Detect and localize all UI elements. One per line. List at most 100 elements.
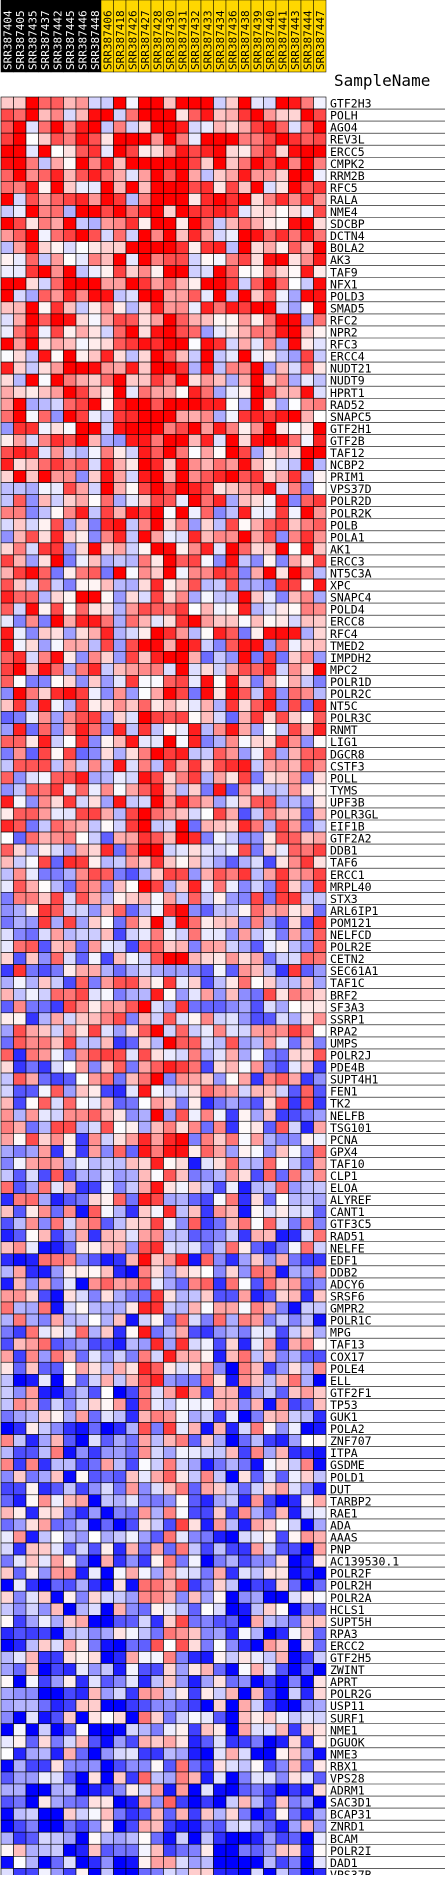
heatmap-cell bbox=[250, 1277, 264, 1291]
heatmap-cell bbox=[25, 409, 39, 423]
heatmap-cell bbox=[250, 1566, 264, 1580]
heatmap-cell bbox=[38, 1578, 52, 1592]
heatmap-cell bbox=[75, 675, 89, 688]
heatmap-cell bbox=[88, 1169, 102, 1182]
heatmap-cell bbox=[63, 120, 77, 134]
heatmap-cell bbox=[263, 1675, 277, 1688]
heatmap-cell bbox=[213, 1337, 227, 1351]
heatmap-cell bbox=[238, 1554, 252, 1568]
heatmap-cell bbox=[300, 602, 314, 616]
heatmap-cell bbox=[13, 928, 27, 941]
heatmap-cell bbox=[100, 1735, 114, 1749]
heatmap-cell bbox=[275, 783, 289, 797]
heatmap-cell bbox=[238, 988, 252, 1002]
heatmap-cell bbox=[63, 1795, 77, 1809]
heatmap-cell bbox=[275, 373, 289, 387]
heatmap-cell bbox=[238, 229, 252, 242]
heatmap-cell bbox=[250, 1084, 264, 1098]
heatmap-cell bbox=[238, 337, 252, 351]
heatmap-cell bbox=[50, 916, 64, 929]
heatmap-cell bbox=[100, 1229, 114, 1243]
heatmap-cell bbox=[213, 687, 227, 700]
heatmap-cell bbox=[63, 289, 77, 303]
heatmap-cell bbox=[250, 1133, 264, 1146]
heatmap-cell bbox=[213, 1470, 227, 1484]
heatmap-cell bbox=[13, 446, 27, 459]
heatmap-cell bbox=[100, 1301, 114, 1315]
heatmap-cell bbox=[163, 1566, 177, 1580]
heatmap-cell bbox=[263, 831, 277, 845]
heatmap-cell bbox=[25, 711, 39, 724]
heatmap-cell bbox=[200, 687, 214, 700]
heatmap-cell bbox=[275, 1277, 289, 1291]
heatmap-cell bbox=[138, 1530, 152, 1544]
heatmap-cell bbox=[13, 855, 27, 869]
heatmap-cell bbox=[13, 1506, 27, 1520]
heatmap-cell bbox=[0, 1831, 14, 1845]
heatmap-cell bbox=[300, 711, 314, 724]
heatmap-cell bbox=[250, 723, 264, 736]
heatmap-cell bbox=[138, 132, 152, 146]
heatmap-cell bbox=[175, 1084, 189, 1098]
heatmap-cell bbox=[288, 446, 302, 459]
heatmap-cell bbox=[138, 1759, 152, 1773]
heatmap-cell bbox=[188, 1856, 202, 1869]
heatmap-cell bbox=[300, 120, 314, 134]
heatmap-cell bbox=[288, 108, 302, 122]
heatmap-cell bbox=[25, 205, 39, 218]
heatmap-cell bbox=[63, 193, 77, 206]
heatmap-cell bbox=[50, 1289, 64, 1303]
heatmap-cell bbox=[113, 446, 127, 459]
heatmap-cell bbox=[138, 1337, 152, 1351]
heatmap-cell bbox=[213, 1229, 227, 1243]
heatmap-cell bbox=[38, 385, 52, 399]
heatmap-cell bbox=[150, 1807, 164, 1821]
heatmap-cell bbox=[225, 1012, 239, 1026]
heatmap-cell bbox=[188, 1735, 202, 1749]
heatmap-cell bbox=[200, 590, 214, 604]
heatmap-cell bbox=[238, 1434, 252, 1447]
row-label: NME1 bbox=[330, 1723, 358, 1737]
heatmap-cell bbox=[300, 1217, 314, 1231]
heatmap-cell bbox=[300, 566, 314, 580]
heatmap-cell bbox=[263, 325, 277, 339]
heatmap-cell bbox=[0, 831, 14, 845]
heatmap-cell bbox=[188, 1120, 202, 1134]
heatmap-cell bbox=[0, 590, 14, 604]
heatmap-cell bbox=[113, 590, 127, 604]
heatmap-cell bbox=[63, 964, 77, 977]
heatmap-cell bbox=[213, 144, 227, 158]
heatmap-cell bbox=[238, 1771, 252, 1785]
heatmap-cell bbox=[138, 1651, 152, 1664]
heatmap-cell bbox=[238, 1783, 252, 1797]
heatmap-cell bbox=[25, 1422, 39, 1435]
heatmap-cell bbox=[38, 156, 52, 170]
heatmap-cell bbox=[13, 1868, 27, 1879]
heatmap-cell bbox=[150, 783, 164, 797]
heatmap-cell bbox=[13, 1759, 27, 1773]
heatmap-cell bbox=[163, 843, 177, 857]
heatmap-cell bbox=[163, 1193, 177, 1206]
heatmap-cell bbox=[200, 1590, 214, 1604]
heatmap-cell bbox=[150, 771, 164, 785]
heatmap-cell bbox=[188, 217, 202, 230]
heatmap-cell bbox=[150, 964, 164, 977]
heatmap-cell bbox=[50, 325, 64, 339]
heatmap-cell bbox=[188, 277, 202, 291]
heatmap-cell bbox=[63, 1542, 77, 1556]
row-label: TK2 bbox=[330, 1097, 351, 1111]
heatmap-cell bbox=[300, 1277, 314, 1291]
heatmap-cell bbox=[263, 108, 277, 122]
heatmap-cell bbox=[100, 807, 114, 821]
heatmap-cell bbox=[88, 735, 102, 749]
row-label: POLR2C bbox=[330, 687, 372, 701]
heatmap-cell bbox=[125, 181, 139, 194]
heatmap-cell bbox=[25, 1566, 39, 1580]
heatmap-cell bbox=[238, 1711, 252, 1725]
heatmap-cell bbox=[263, 1108, 277, 1122]
heatmap-cell bbox=[288, 879, 302, 893]
heatmap-cell bbox=[138, 1157, 152, 1170]
heatmap-cell bbox=[100, 1386, 114, 1399]
heatmap-cell bbox=[138, 422, 152, 435]
heatmap-cell bbox=[25, 783, 39, 797]
